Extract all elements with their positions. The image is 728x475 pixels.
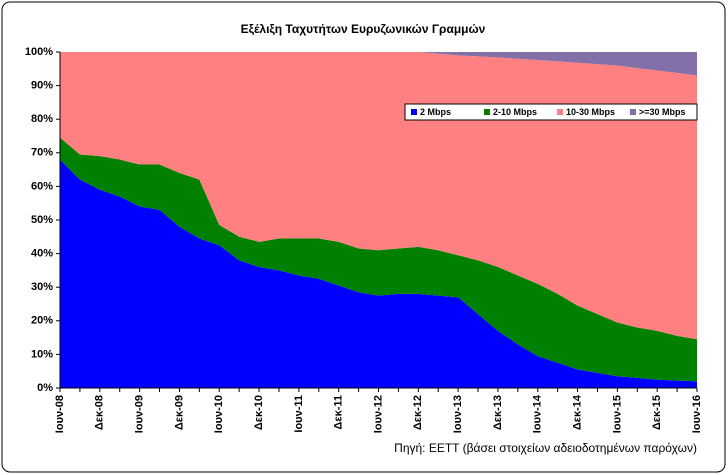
legend-swatch (557, 109, 563, 115)
x-tick-label: Ιουν-12 (372, 395, 384, 433)
x-tick-label: Ιουν-15 (611, 395, 623, 433)
x-tick-label: Δεκ-09 (173, 395, 185, 430)
legend-swatch (484, 109, 490, 115)
area (60, 52, 697, 76)
x-tick-label: Δεκ-13 (492, 395, 504, 430)
y-tick-label: 30% (31, 281, 53, 293)
legend-label: 2-10 Mbps (493, 107, 537, 117)
y-tick-label: 10% (31, 348, 53, 360)
y-tick-label: 70% (31, 147, 53, 159)
x-tick-label: Δεκ-08 (94, 395, 106, 430)
y-tick-label: 40% (31, 248, 53, 260)
x-tick-label: Δεκ-12 (412, 395, 424, 430)
x-tick-label: Ιουν-16 (691, 395, 703, 433)
legend-box (404, 103, 698, 121)
y-tick-label: 80% (31, 113, 53, 125)
area (60, 52, 697, 340)
x-tick-label: Δεκ-14 (571, 394, 583, 430)
source-note: Πηγή: ΕΕΤΤ (βάσει στοιχείων αδειοδοτημέν… (394, 441, 697, 455)
chart-title: Εξέλιξη Ταχυτήτων Ευρυζωνικών Γραμμών (241, 22, 486, 36)
y-tick-label: 50% (31, 214, 53, 226)
legend-label: 2 Mbps (420, 107, 451, 117)
legend-label: >=30 Mbps (639, 107, 686, 117)
y-tick-label: 60% (31, 180, 53, 192)
x-tick-label: Ιουν-09 (134, 395, 146, 433)
legend-swatch (630, 109, 636, 115)
x-tick-label: Ιουν-11 (293, 395, 305, 433)
legend-label: 10-30 Mbps (566, 107, 615, 117)
x-tick-label: Ιουν-13 (452, 395, 464, 433)
legend-swatch (411, 109, 417, 115)
y-tick-label: 0% (37, 382, 53, 394)
x-tick-label: Δεκ-11 (333, 395, 345, 430)
x-tick-label: Ιουν-14 (532, 394, 544, 433)
y-tick-label: 100% (25, 46, 53, 58)
x-tick-label: Ιουν-10 (213, 395, 225, 433)
area (60, 159, 697, 388)
area (60, 137, 697, 382)
x-tick-label: Δεκ-15 (651, 395, 663, 430)
y-tick-label: 20% (31, 315, 53, 327)
y-tick-label: 90% (31, 80, 53, 92)
x-tick-label: Ιουν-08 (54, 395, 66, 433)
x-tick-label: Δεκ-10 (253, 395, 265, 430)
